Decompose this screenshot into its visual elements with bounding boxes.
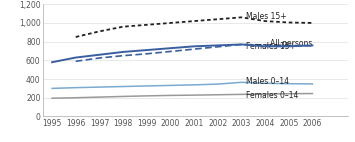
Text: Males 15+: Males 15+	[246, 12, 287, 21]
Text: Females 15+: Females 15+	[246, 42, 296, 51]
Text: Females 0–14: Females 0–14	[246, 91, 299, 100]
Text: Males 0–14: Males 0–14	[246, 77, 289, 86]
Text: All persons: All persons	[270, 39, 312, 48]
